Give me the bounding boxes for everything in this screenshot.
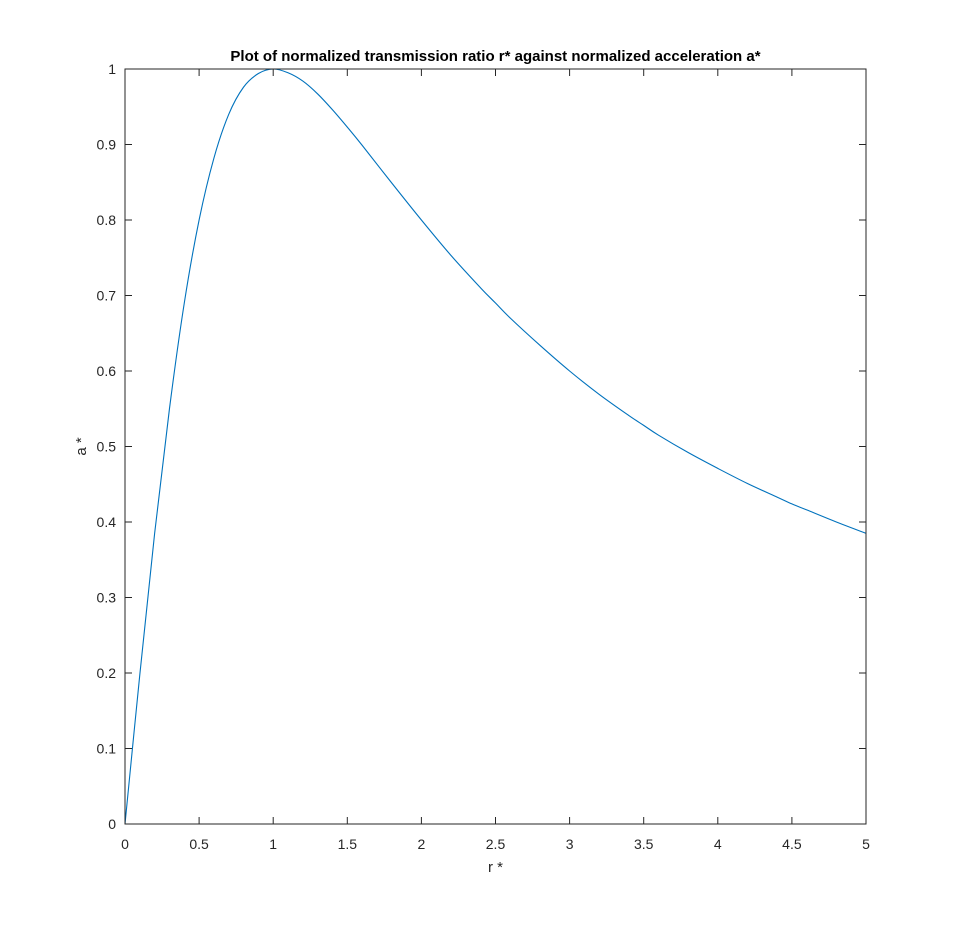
x-tick-label: 1 xyxy=(269,836,277,852)
y-tick-label: 0.1 xyxy=(97,741,117,757)
y-tick-label: 0.7 xyxy=(97,288,117,304)
x-tick-label: 4.5 xyxy=(782,836,802,852)
plot-background xyxy=(125,69,866,824)
x-tick-label: 3.5 xyxy=(634,836,654,852)
y-tick-label: 0.8 xyxy=(97,212,117,228)
x-tick-label: 2 xyxy=(418,836,426,852)
chart-title: Plot of normalized transmission ratio r*… xyxy=(230,48,760,65)
y-tick-label: 0.9 xyxy=(97,137,117,153)
x-tick-label: 1.5 xyxy=(338,836,358,852)
x-tick-label: 3 xyxy=(566,836,574,852)
y-tick-label: 0.4 xyxy=(97,514,117,530)
y-tick-label: 0 xyxy=(108,816,116,832)
x-tick-label: 2.5 xyxy=(486,836,506,852)
y-tick-label: 0.3 xyxy=(97,590,117,606)
axes-box xyxy=(124,68,867,825)
x-axis-label: r * xyxy=(488,859,503,876)
y-axis-label: a * xyxy=(73,437,90,456)
y-tick-label: 1 xyxy=(108,61,116,77)
x-tick-label: 0 xyxy=(121,836,129,852)
y-tick-label: 0.6 xyxy=(97,363,117,379)
y-tick-label: 0.5 xyxy=(97,439,117,455)
x-tick-label: 5 xyxy=(862,836,870,852)
x-tick-label: 0.5 xyxy=(189,836,209,852)
x-tick-label: 4 xyxy=(714,836,722,852)
series-line-0 xyxy=(124,68,867,825)
tick-labels-layer: 0 0.5 1 1.5 2 2.5 3 3.5 4 4.5 5 0 0.1 0.2 0.3 0.4 0.5 0.6… xyxy=(97,61,871,852)
y-tick-label: 0.2 xyxy=(97,665,117,681)
series-layer xyxy=(124,68,867,825)
